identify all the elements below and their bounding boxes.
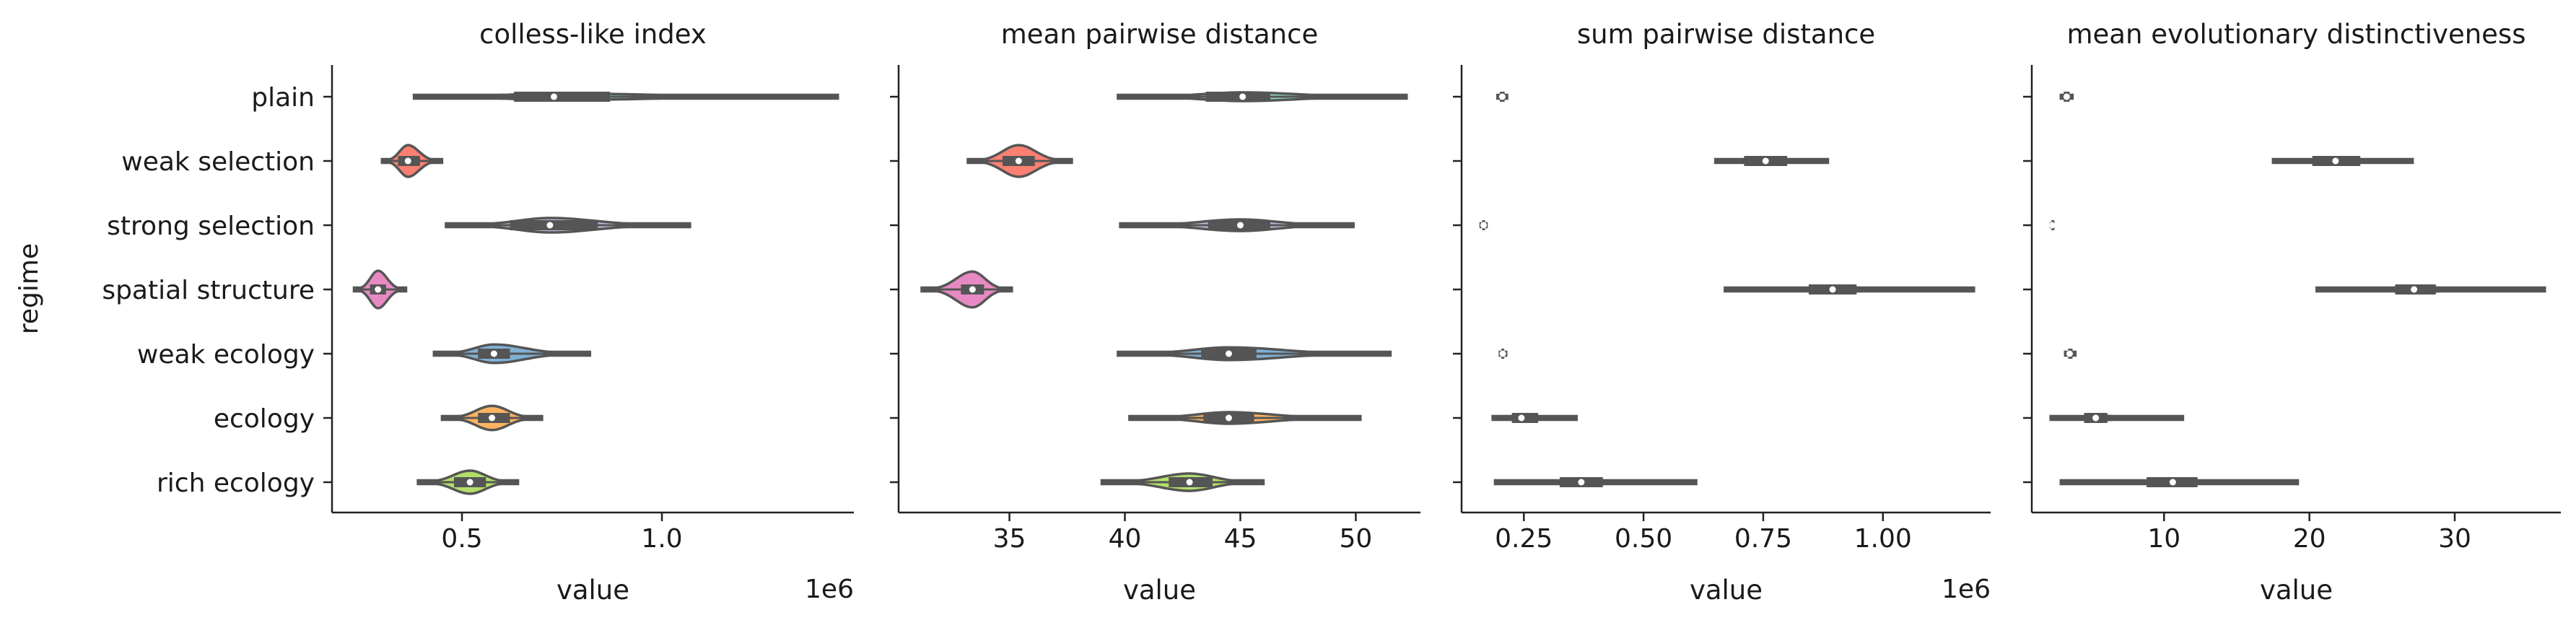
x-tick-label: 10 (2147, 524, 2180, 554)
y-axis-label: regime (14, 243, 44, 334)
violin-weak-selection (966, 144, 1073, 178)
violin-median-point (489, 414, 496, 422)
violin-median-point (2063, 93, 2070, 100)
violin-median-point (1015, 157, 1022, 165)
violin-median-point (550, 93, 557, 100)
violin-strong-selection (1479, 220, 1488, 230)
violin-iqr-box (1511, 413, 1539, 423)
x-axis-label: value (1690, 575, 1763, 606)
violin-weak-selection (2271, 156, 2414, 166)
x-tick-label: 0.50 (1615, 524, 1672, 554)
violin-median-point (490, 350, 497, 357)
violin-ecology (1491, 413, 1578, 423)
panel-2: mean pairwise distance 35 40 45 50 value (890, 19, 1420, 606)
violin-iqr-box (514, 92, 611, 102)
panel-title: mean pairwise distance (1001, 19, 1318, 50)
violin-median-point (1829, 286, 1836, 293)
violin-median-point (1498, 93, 1506, 100)
violin-plain (1496, 92, 1509, 102)
violin-rich-ecology (1100, 472, 1265, 492)
x-tick-label: 0.75 (1734, 524, 1792, 554)
x-tick-label: 35 (993, 524, 1026, 554)
violin-spatial-structure (352, 269, 408, 310)
violin-median-point (1186, 479, 1193, 486)
y-tick-label: spatial structure (102, 276, 315, 305)
violin-strong-selection (445, 217, 691, 234)
x-tick-label: 20 (2293, 524, 2326, 554)
panel-1: colless-like index plain weak selection str… (102, 19, 854, 606)
y-tick-label: plain (251, 83, 315, 113)
y-tick-label: ecology (214, 404, 315, 434)
violin-median-point (1225, 414, 1232, 422)
violin-weak-ecology (1117, 346, 1392, 362)
violin-weak-selection (380, 144, 444, 178)
violin-median-point (1762, 157, 1769, 165)
x-tick-label: 45 (1224, 524, 1257, 554)
x-tick-label: 50 (1340, 524, 1373, 554)
violin-plain (2059, 92, 2074, 102)
violin-strong-selection (2048, 220, 2056, 230)
violin-iqr-box (1205, 92, 1271, 102)
violin-median-point (404, 157, 411, 165)
violin-spatial-structure (2315, 284, 2546, 295)
violin-median-point (2066, 350, 2073, 357)
x-tick-label: 0.25 (1495, 524, 1553, 554)
violin-median-point (1239, 93, 1246, 100)
violin-median-point (546, 222, 554, 229)
x-tick-label: 40 (1109, 524, 1142, 554)
violin-plain (412, 92, 839, 102)
violin-rich-ecology (416, 469, 520, 495)
violin-median-point (1225, 350, 1232, 357)
x-tick-label: 1.00 (1854, 524, 1912, 554)
violin-median-point (1499, 350, 1506, 357)
violin-median-point (2332, 157, 2339, 165)
violin-strong-selection (1119, 218, 1355, 232)
y-tick-label: weak ecology (137, 340, 315, 370)
x-tick-label: 0.5 (441, 524, 482, 554)
panel-4: mean evolutionary distinctiveness 10 20 30 v… (2023, 19, 2561, 606)
violin-median-point (2411, 286, 2418, 293)
violin-ecology (2049, 413, 2185, 423)
violin-weak-selection (1713, 156, 1830, 166)
violin-median-point (375, 286, 382, 293)
x-axis-label: value (2260, 575, 2333, 606)
y-tick-label: strong selection (107, 211, 315, 241)
violin-ecology (1128, 411, 1362, 425)
panels: colless-like index plain weak selection str… (102, 19, 2561, 606)
x-offset-label: 1e6 (805, 575, 854, 604)
panel-title: sum pairwise distance (1577, 19, 1875, 50)
violin-median-point (466, 479, 473, 486)
violin-weak-ecology (1498, 349, 1508, 359)
violin-weak-ecology (2064, 349, 2077, 359)
violin-rich-ecology (1493, 477, 1698, 487)
violin-median-point (1480, 222, 1488, 229)
x-tick-label: 1.0 (641, 524, 682, 554)
panel-title: colless-like index (479, 19, 707, 50)
violin-median-point (2169, 479, 2176, 486)
violin-spatial-structure (1724, 284, 1975, 295)
violin-ecology (440, 404, 543, 432)
x-axis-label: value (556, 575, 629, 606)
x-axis-label: value (1123, 575, 1196, 606)
violin-median-point (1518, 414, 1525, 422)
x-offset-label: 1e6 (1942, 575, 1991, 604)
panel-3: sum pairwise distance 0.25 0.50 0.75 1.00 val… (1453, 19, 1991, 606)
violin-median-point (1578, 479, 1585, 486)
violin-median-point (2048, 222, 2056, 229)
violin-plain (1117, 91, 1408, 103)
violin-iqr-box (510, 220, 598, 230)
violin-median-point (1236, 222, 1244, 229)
y-tick-label: weak selection (121, 147, 315, 177)
violin-median-point (969, 286, 976, 293)
x-tick-label: 30 (2438, 524, 2471, 554)
violin-weak-ecology (432, 343, 592, 365)
violin-rich-ecology (2059, 477, 2300, 487)
violin-spatial-structure (920, 270, 1013, 309)
violin-median-point (2092, 414, 2100, 422)
panel-title: mean evolutionary distinctiveness (2067, 19, 2526, 50)
y-tick-label: rich ecology (157, 468, 315, 498)
